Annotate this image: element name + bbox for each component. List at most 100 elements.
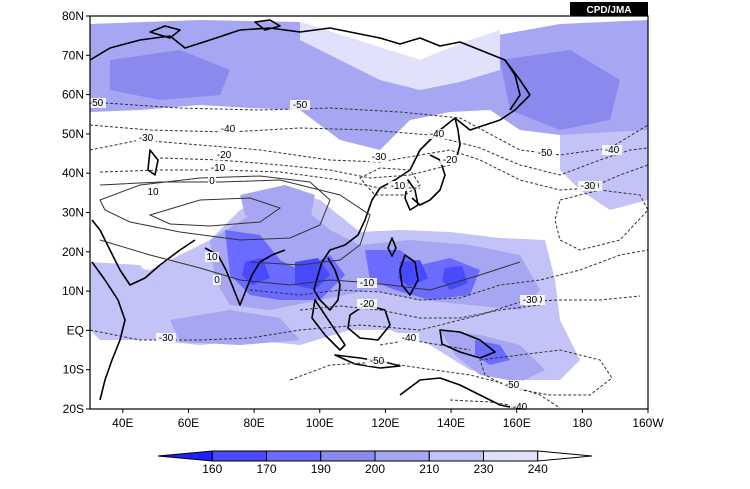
colorbar-swatch [374,450,430,462]
contour-label-bg [357,278,377,288]
colorbar-label: 230 [473,462,493,476]
contour-label: -50 [89,98,104,109]
coast-kamchatka [504,59,521,111]
contour-labels: -50 -40 -30 -20 -10 0 10 10 0 -10 -20 -30 -40 -50 -50 -… [86,98,622,413]
contour-label: -10 [211,163,226,174]
contour-label: -30 [139,133,154,144]
lat-label: 70N [62,48,84,62]
lon-label: 100E [306,416,334,430]
contour-pos-10-inner [148,197,282,227]
contour-label-bg [520,295,540,305]
contour-label-bg [218,124,238,134]
contour-label-bg [357,299,377,309]
coast-europe-asia-north [89,27,531,96]
colorbar-label: 160 [202,462,222,476]
colorbar-high-arrow [537,450,593,462]
lon-label: 160E [503,416,531,430]
contour-label: -30 [372,152,387,163]
credit-box: CPD/JMA [570,2,648,16]
contour-label: -50 [505,380,520,391]
contour-label-bg [399,333,419,343]
shading-core-4 [242,258,270,285]
map-panel: -50 -40 -30 -20 -10 0 10 10 0 -10 -20 -30 -40 -50 -50 -… [86,15,649,413]
lat-label: 80N [62,9,84,23]
contour-label: -40 [430,129,445,140]
coast-arabia [91,219,196,286]
contour-label-bg [213,275,221,285]
contour-label: -30 [581,181,596,192]
lon-label: 140E [437,416,465,430]
contour-label: -40 [221,124,236,135]
credit-background [570,2,648,16]
contour-neg-50-north [89,101,649,156]
contour-label: -10 [360,278,375,289]
contour-label-bg [214,150,234,160]
shading-arabian-sea [90,262,160,300]
contour-label: 0 [214,275,220,286]
contour-label: -40 [605,145,620,156]
credit-text: CPD/JMA [586,5,631,16]
contour-neg-40-north [89,124,649,176]
shading-indian-ocean [170,310,300,345]
lat-label: 30N [62,206,84,220]
colorbar-swatch [483,450,539,462]
contour-pos-10-outer [99,175,331,241]
contour-label: 0 [209,176,215,187]
contour-label: -30 [159,333,174,344]
lat-label: 10N [62,284,84,298]
contour-neg-30-pacific [554,189,649,251]
colorbar-low-arrow [157,450,213,462]
colorbar: 160 170 190 200 210 230 240 [157,450,593,476]
coast-africa [91,261,126,401]
contour-label-bg [208,176,216,186]
coast-arctic-islands [149,19,281,39]
shading-core-2 [398,260,428,287]
lat-label: 40N [62,166,84,180]
contour-label-bg [502,380,522,390]
lon-label: 60E [178,416,199,430]
contour-neg-50-south [289,361,561,409]
lon-label: 120E [371,416,399,430]
contour-label-bg [578,181,598,191]
colorbar-label: 240 [528,462,548,476]
contour-label: -30 [523,295,538,306]
lat-label: EQ [67,323,84,337]
coast-east-asia [313,94,531,291]
contour-label-bg [290,100,310,110]
colorbar-label: 210 [419,462,439,476]
contour-label-bg [156,333,176,343]
contour-label-bg [440,155,460,165]
contour-label-bg [388,181,408,191]
shading-north-light [300,22,500,90]
contour-label-bg [535,148,555,158]
contour-neg-10-south [249,249,649,301]
contour-label-bg [427,129,447,139]
contour-label: -50 [538,148,553,159]
contour-label: -10 [391,181,406,192]
lon-label: 40E [112,416,133,430]
colorbar-swatch [266,450,322,462]
shading-north-band [90,20,648,160]
colorbar-label: 200 [365,462,385,476]
coast-indochina [313,257,341,311]
coast-sumatra [311,299,346,351]
coast-caspian [147,149,159,176]
shading-tibet [240,185,315,225]
contour-zero-north [99,179,371,266]
contour-neg-50-loop [479,349,613,396]
lat-label: 20S [63,402,84,416]
coast-taiwan [387,237,397,257]
contour-label: -20 [360,299,375,310]
lon-label: 160W [632,416,664,430]
contour-label-bg [208,163,228,173]
lat-label: 60N [62,88,84,102]
colorbar-label: 170 [256,462,276,476]
contour-zero-south [99,239,521,291]
coast-india [204,247,286,306]
contour-label-bg [367,356,387,366]
contour-label-bg [369,152,389,162]
shading-siberia [110,50,230,100]
lat-label: 10S [63,363,84,377]
contour-label-bg [136,133,156,143]
